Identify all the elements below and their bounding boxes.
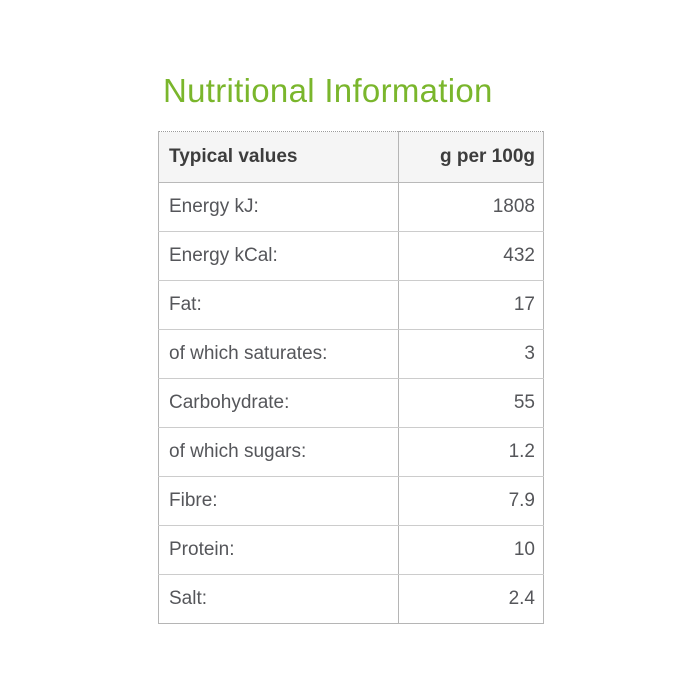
nutrient-label: Protein: [158,525,399,575]
nutrient-value: 10 [398,525,544,575]
nutrient-value: 17 [398,280,544,330]
page-title: Nutritional Information [163,72,493,109]
header-g-per-100g: g per 100g [398,131,544,183]
table-row: of which sugars: 1.2 [158,427,544,477]
nutrient-value: 3 [398,329,544,379]
table-row: of which saturates: 3 [158,329,544,379]
table-row: Fibre: 7.9 [158,476,544,526]
nutrient-value: 2.4 [398,574,544,624]
table-row: Energy kCal: 432 [158,231,544,281]
table-row: Carbohydrate: 55 [158,378,544,428]
nutrient-value: 7.9 [398,476,544,526]
nutrient-label: of which saturates: [158,329,399,379]
nutrient-value: 55 [398,378,544,428]
header-typical-values: Typical values [158,131,399,183]
table-body: Energy kJ: 1808 Energy kCal: 432 Fat: 17 of wh… [158,182,544,624]
nutrient-value: 1.2 [398,427,544,477]
nutrient-label: Salt: [158,574,399,624]
nutrient-label: Carbohydrate: [158,378,399,428]
nutrient-value: 432 [398,231,544,281]
nutrient-value: 1808 [398,182,544,232]
nutrient-label: Energy kCal: [158,231,399,281]
nutrient-label: Energy kJ: [158,182,399,232]
table-row: Fat: 17 [158,280,544,330]
nutrient-label: of which sugars: [158,427,399,477]
nutrition-table-header: Typical values g per 100g [158,131,544,183]
table-row: Protein: 10 [158,525,544,575]
table-row: Energy kJ: 1808 [158,182,544,232]
nutrient-label: Fat: [158,280,399,330]
table-row: Salt: 2.4 [158,574,544,624]
nutrition-table: Typical values g per 100g Energy kJ: 1808… [158,131,544,624]
nutrient-label: Fibre: [158,476,399,526]
header-row: Typical values g per 100g [158,131,544,183]
